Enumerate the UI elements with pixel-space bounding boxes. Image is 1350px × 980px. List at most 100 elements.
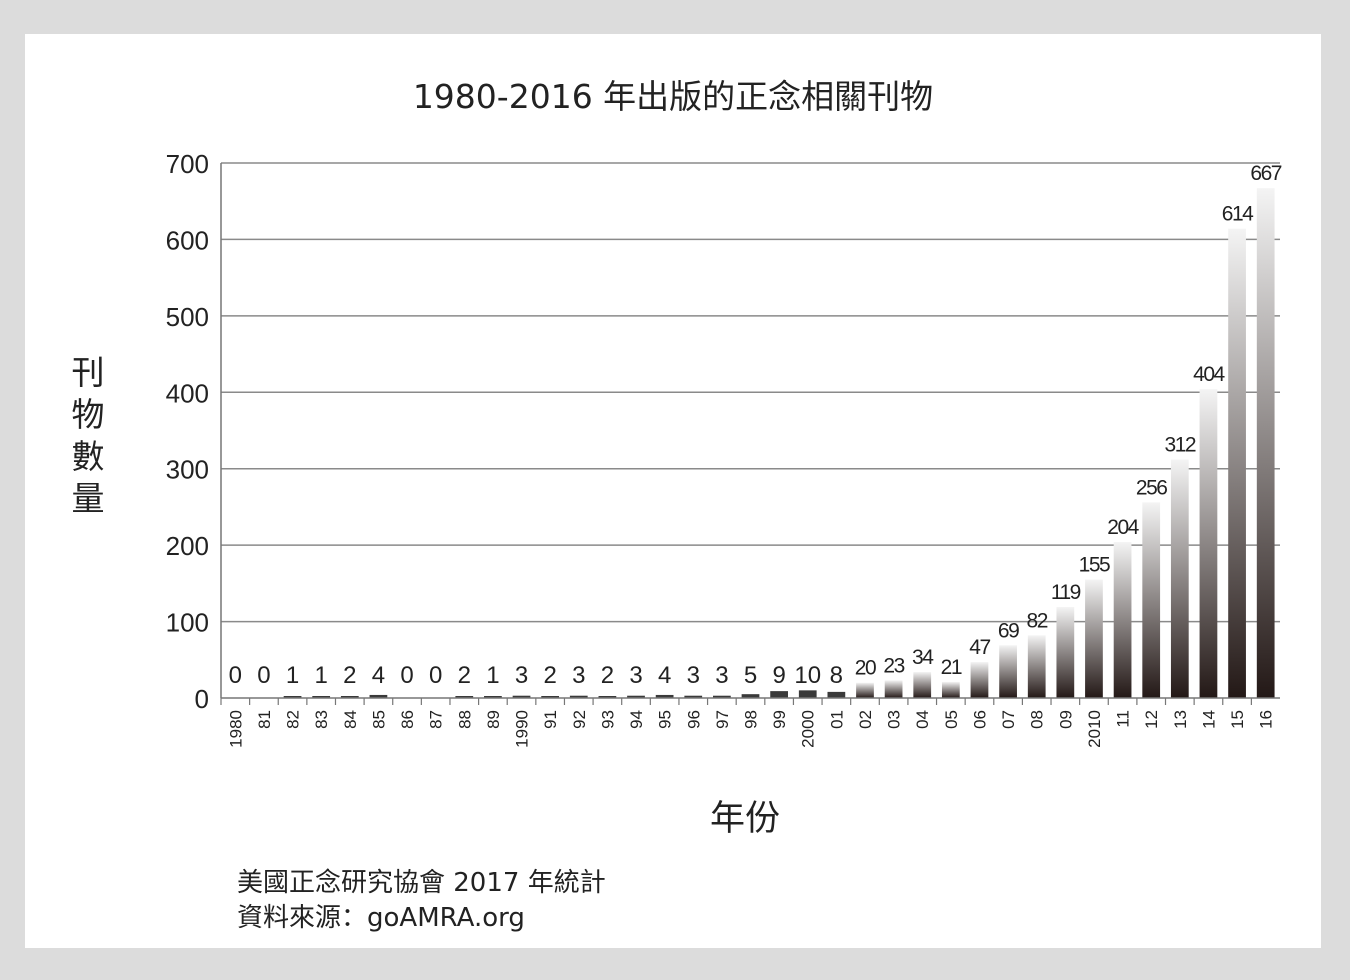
y-tick-label: 500	[166, 302, 209, 332]
bar	[484, 696, 502, 698]
x-tick-label: 89	[484, 710, 503, 729]
bar	[856, 682, 874, 698]
bar	[1256, 188, 1275, 698]
bar	[684, 695, 703, 698]
bar	[369, 694, 388, 698]
data-label: 34	[912, 646, 934, 669]
data-label: 21	[941, 656, 962, 679]
source-note: 資料來源：goAMRA.org	[237, 903, 525, 933]
data-label: 0	[429, 662, 442, 689]
data-label: 2	[601, 662, 614, 689]
x-tick-label: 04	[913, 710, 932, 729]
y-tick-label: 0	[195, 684, 209, 714]
bar	[1027, 635, 1046, 698]
x-axis-label: 年份	[709, 799, 780, 839]
x-tick-label: 05	[942, 710, 961, 729]
x-tick-label: 2000	[799, 710, 818, 748]
data-label: 0	[229, 662, 242, 689]
data-label: 1	[486, 662, 499, 689]
data-label: 204	[1107, 516, 1139, 539]
bar	[512, 695, 531, 698]
data-label: 47	[969, 636, 990, 659]
y-tick-label: 300	[166, 455, 209, 485]
data-label: 3	[687, 662, 700, 689]
survey-note: 美國正念研究協會 2017 年統計	[237, 868, 606, 898]
data-label: 2	[458, 662, 471, 689]
data-label: 20	[855, 657, 876, 680]
data-label: 1	[314, 662, 327, 689]
y-axis-label: 刊物數量	[71, 353, 105, 518]
x-tick-label: 94	[627, 710, 646, 729]
bar	[713, 695, 731, 698]
x-tick-label: 93	[598, 710, 617, 729]
bar	[770, 691, 788, 698]
data-label: 9	[772, 662, 785, 689]
bar	[455, 696, 474, 698]
chart-frame: 1980-2016 年出版的正念相關刊物 刊物數量 年份 美國正念研究協會 20…	[25, 34, 1321, 948]
x-tick-label: 1990	[513, 710, 532, 748]
data-label: 2	[543, 662, 556, 689]
bar	[941, 681, 960, 698]
x-tick-label: 92	[570, 710, 589, 729]
data-label: 8	[830, 662, 843, 689]
x-tick-label: 87	[427, 710, 446, 729]
x-tick-label: 06	[970, 710, 989, 729]
bar	[999, 645, 1017, 698]
x-tick-label: 15	[1228, 710, 1247, 729]
bar	[798, 690, 817, 698]
data-label: 3	[629, 662, 642, 689]
data-label: 0	[257, 662, 270, 689]
data-label: 10	[794, 662, 821, 689]
data-label: 119	[1051, 581, 1081, 604]
bar	[741, 694, 760, 698]
bar	[1170, 459, 1189, 698]
bar	[541, 696, 560, 698]
source-notes: 美國正念研究協會 2017 年統計 資料來源：goAMRA.org	[237, 866, 606, 936]
y-tick-label: 200	[166, 531, 209, 561]
data-label: 4	[372, 662, 385, 689]
chart-title: 1980-2016 年出版的正念相關刊物	[412, 77, 934, 116]
x-tick-label: 16	[1257, 710, 1276, 729]
bar	[627, 695, 645, 698]
x-tick-label: 03	[885, 710, 904, 729]
x-tick-label: 01	[827, 710, 846, 729]
y-tick-label: 700	[166, 149, 209, 179]
data-label: 69	[998, 619, 1019, 642]
y-tick-label: 400	[166, 378, 209, 408]
x-tick-label: 91	[541, 710, 560, 729]
x-tick-label: 13	[1171, 710, 1190, 729]
x-tick-label: 81	[255, 710, 274, 729]
data-label: 155	[1079, 554, 1110, 577]
data-label: 667	[1250, 162, 1281, 185]
bar	[1228, 228, 1246, 698]
bar	[827, 691, 846, 698]
x-tick-label: 88	[455, 710, 474, 729]
data-label: 23	[883, 654, 904, 677]
bar	[1142, 502, 1161, 698]
bar	[598, 696, 617, 698]
data-label: 614	[1222, 203, 1254, 226]
bar	[1113, 542, 1132, 698]
data-label: 5	[744, 662, 757, 689]
x-tick-label: 2010	[1085, 710, 1104, 748]
bar	[1056, 607, 1075, 698]
data-label: 312	[1165, 434, 1196, 457]
x-tick-label: 07	[999, 710, 1018, 729]
data-label: 1	[286, 662, 299, 689]
x-tick-label: 96	[684, 710, 703, 729]
bar	[1085, 579, 1103, 698]
x-tick-label: 14	[1199, 710, 1218, 729]
x-tick-label: 12	[1142, 710, 1161, 729]
bar	[340, 696, 359, 698]
data-label: 4	[658, 662, 671, 689]
bar	[655, 694, 674, 698]
data-label: 3	[715, 662, 728, 689]
data-label: 3	[515, 662, 528, 689]
bar	[1199, 389, 1218, 698]
data-label: 0	[400, 662, 413, 689]
bar	[970, 662, 989, 698]
x-tick-label: 09	[1056, 710, 1075, 729]
x-tick-label: 08	[1028, 710, 1047, 729]
x-tick-label: 86	[398, 710, 417, 729]
